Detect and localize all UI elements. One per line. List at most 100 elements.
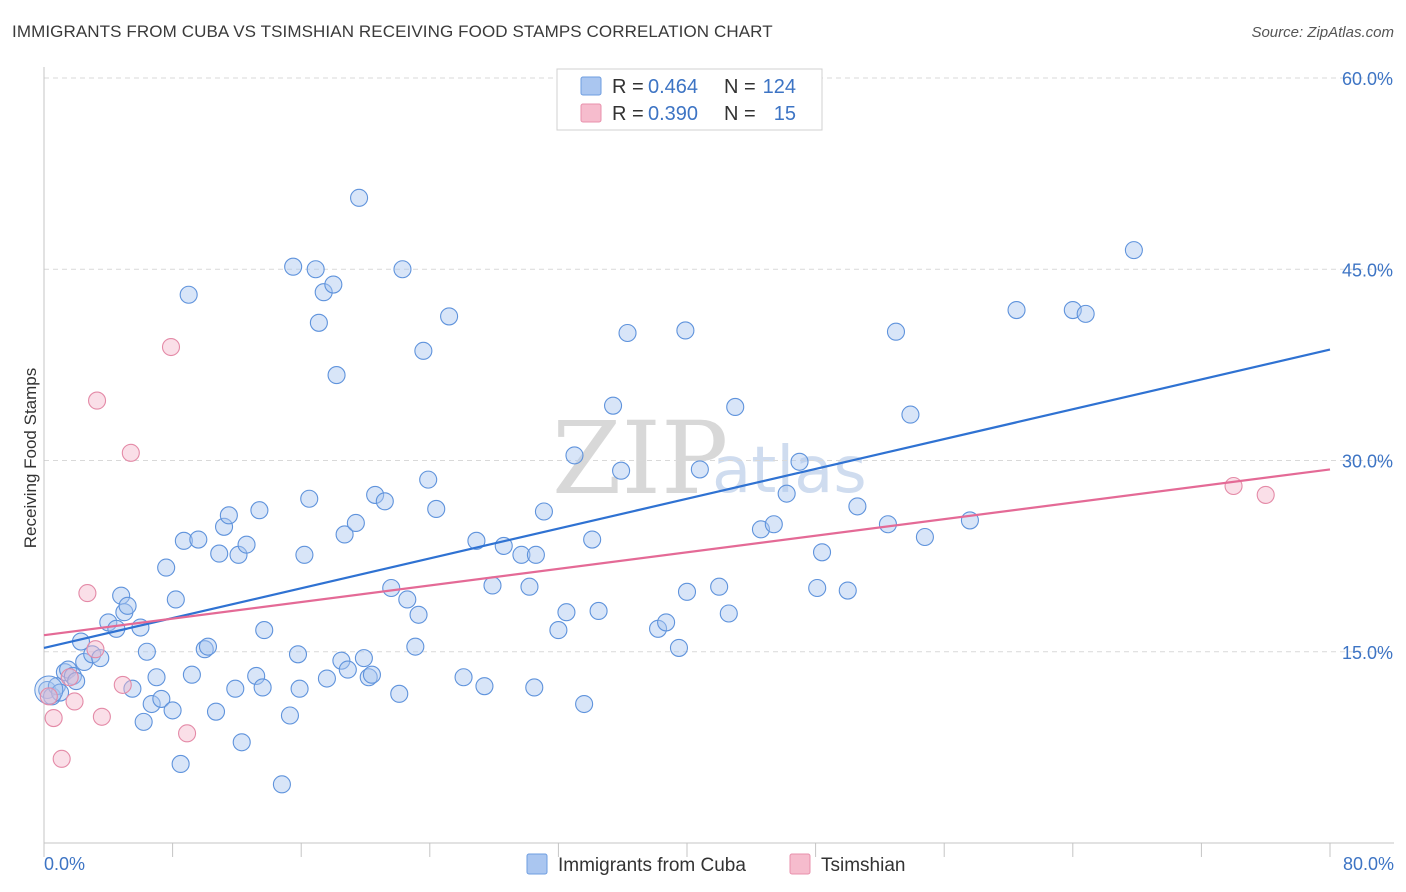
watermark-zip: ZIP [552,400,728,517]
cuba-point-123 [1124,241,1143,260]
cuba-point-115 [878,515,897,534]
cuba-point-89 [549,621,568,640]
cuba-point-78 [440,307,459,326]
tsimshian-point-1 [44,708,63,728]
tsimshian-point-0 [39,687,58,706]
cuba-point-91 [565,446,584,465]
cuba-point-104 [710,577,729,596]
cuba-point-cluster [34,675,64,705]
cuba-point-44 [253,678,272,697]
cuba-point-74 [409,605,428,624]
source-credit: Source: ZipAtlas.com [1251,24,1394,41]
cuba-point-108 [764,515,783,534]
y-axis-label: Receiving Food Stamps [21,368,40,548]
cuba-point-120 [1007,300,1026,320]
cuba-point-35 [210,544,229,563]
cuba-point-66 [362,665,381,684]
cuba-point-21 [142,694,161,714]
legend-n-label-tsimshian: N = [724,103,756,125]
cuba-point-26 [166,590,185,609]
cuba-point-27 [171,754,190,774]
cuba-point-96 [612,461,631,480]
cuba-point-122 [1076,304,1095,323]
cuba-point-28 [174,531,193,550]
cuba-point-59 [332,651,351,670]
tsimshian-point-6 [86,640,105,659]
cuba-point-51 [295,545,314,564]
cuba-point-71 [393,260,412,279]
y-tick-labels: 15.0% 30.0% 45.0% 60.0% [1342,69,1393,663]
cuba-point-58 [327,366,346,385]
cuba-point-99 [657,613,676,632]
cuba-point-3 [51,683,70,702]
legend-r-value-cuba: 0.464 [648,76,698,98]
cuba-point-17 [123,679,142,698]
cuba-point-62 [346,513,365,533]
legend-swatch-cuba [580,76,602,96]
cuba-point-65 [359,668,378,687]
legend-label-immigrants-from-cuba: Immigrants from Cuba [558,855,746,876]
cuba-point-53 [306,260,325,279]
cuba-point-117 [901,405,920,424]
cuba-point-24 [157,558,176,577]
cuba-point-60 [335,525,354,544]
cuba-point-82 [483,576,502,595]
cuba-point-61 [338,660,357,679]
tsimshian-point-7 [87,391,107,410]
y-tick-label-2: 45.0% [1342,260,1393,280]
cuba-point-23 [152,689,171,708]
series-cuba-points [34,188,1143,794]
cuba-point-16 [118,596,137,615]
trend-lines [43,348,1331,649]
cuba-point-81 [475,677,494,696]
cuba-point-92 [575,694,594,714]
cuba-point-101 [676,321,695,340]
gridlines [44,77,1394,653]
cuba-point-116 [886,322,906,341]
cuba-point-103 [690,460,709,479]
cuba-point-68 [375,492,394,511]
y-tick-label-3: 60.0% [1342,69,1393,89]
tsimshian-point-5 [78,584,97,603]
cuba-point-84 [512,545,531,564]
cuba-point-31 [189,530,208,549]
cuba-point-52 [300,489,319,508]
cuba-point-25 [163,701,182,720]
cuba-point-19 [134,712,153,731]
cuba-point-70 [390,684,409,703]
cuba-point-56 [317,669,336,688]
cuba-point-22 [147,668,166,687]
cuba-point-45 [255,621,274,640]
cuba-point-38 [226,679,245,698]
legend-r-label-tsimshian: R = [612,103,644,125]
cuba-point-86 [525,678,544,697]
cuba-point-54 [309,313,328,332]
cuba-point-76 [419,470,438,489]
legend-r-value-tsimshian: 0.390 [648,103,698,125]
series-tsimshian-points [39,337,1275,768]
cuba-point-64 [354,649,373,668]
y-tick-label-0: 15.0% [1342,643,1393,663]
legend-n-value-cuba: 124 [763,76,796,98]
cuba-point-79 [454,668,473,687]
cuba-point-40 [232,733,251,752]
x-tick-labels: 0.0% 80.0% [44,854,1394,874]
tsimshian-point-3 [60,668,79,687]
y-tick-label-1: 30.0% [1342,452,1393,472]
cuba-point-77 [427,499,446,519]
cuba-point-75 [414,341,433,360]
cuba-point-90 [557,603,576,622]
cuba-point-49 [288,645,308,664]
cuba-point-110 [790,452,809,471]
cuba-point-105 [719,604,738,623]
cuba-point-57 [324,275,343,294]
cuba-point-118 [915,527,934,547]
legend-swatch-immigrants-from-cuba [526,853,548,875]
cuba-point-95 [604,396,623,415]
cuba-point-37 [219,506,238,525]
cuba-point-102 [677,582,697,601]
cuba-point-20 [137,642,156,661]
tsimshian-point-8 [92,707,111,726]
cuba-point-113 [838,581,857,600]
